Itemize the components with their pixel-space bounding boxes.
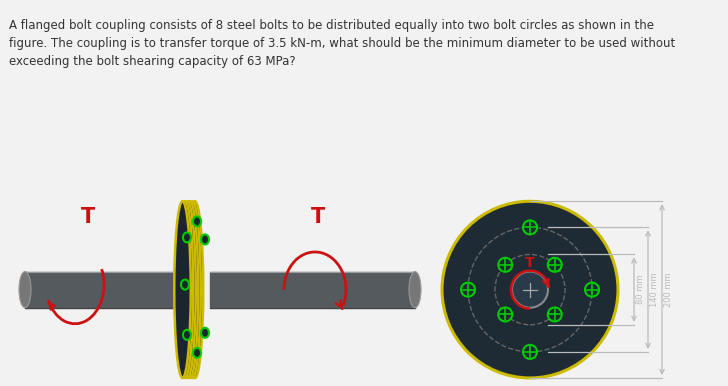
Circle shape — [523, 345, 537, 359]
Text: 140 mm: 140 mm — [650, 272, 659, 307]
Text: T: T — [525, 256, 535, 269]
Text: 80 mm: 80 mm — [636, 275, 645, 305]
Text: T: T — [311, 207, 325, 227]
Circle shape — [547, 258, 562, 272]
Ellipse shape — [409, 271, 421, 308]
Ellipse shape — [182, 201, 198, 378]
Text: A flanged bolt coupling consists of 8 steel bolts to be distributed equally into: A flanged bolt coupling consists of 8 st… — [9, 19, 675, 68]
Ellipse shape — [187, 201, 203, 378]
Text: 200 mm: 200 mm — [664, 272, 673, 307]
Ellipse shape — [183, 330, 191, 340]
Circle shape — [442, 201, 618, 378]
Ellipse shape — [201, 328, 209, 338]
Ellipse shape — [193, 348, 201, 358]
Ellipse shape — [19, 271, 31, 308]
Ellipse shape — [184, 201, 201, 378]
Text: T: T — [81, 207, 95, 227]
Circle shape — [498, 307, 513, 322]
Ellipse shape — [177, 201, 193, 378]
Ellipse shape — [179, 201, 196, 378]
Circle shape — [523, 220, 537, 234]
Circle shape — [547, 307, 562, 322]
Ellipse shape — [201, 234, 209, 244]
Circle shape — [585, 283, 599, 297]
Circle shape — [498, 258, 513, 272]
Ellipse shape — [193, 216, 201, 226]
Ellipse shape — [181, 279, 189, 290]
Circle shape — [512, 271, 548, 308]
Ellipse shape — [183, 232, 191, 242]
Circle shape — [461, 283, 475, 297]
Ellipse shape — [174, 201, 191, 378]
